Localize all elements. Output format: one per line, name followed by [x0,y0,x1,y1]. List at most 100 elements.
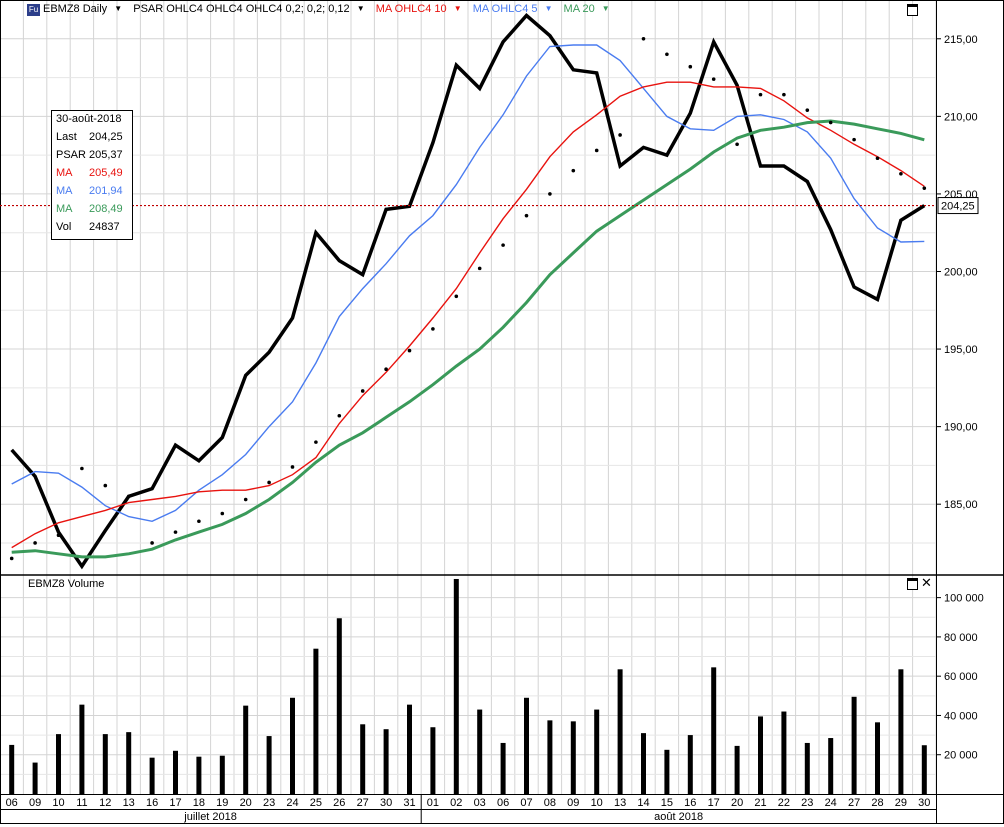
maximize-volume-pane-icon[interactable] [907,578,918,590]
volume-pane-title: EBMZ8 Volume [28,578,105,590]
psar-dot [828,120,833,125]
psar-dot [33,541,37,545]
x-tick-label: 18 [193,797,205,809]
psar-dot [758,92,763,97]
info-row: MA 201,94 [56,185,123,197]
x-tick-label: 17 [169,797,181,809]
volume-tick-label: 100 000 [944,593,984,605]
x-tick-label: 08 [544,797,556,809]
x-tick-label: 03 [474,797,486,809]
volume-bar [9,744,15,794]
volume-bar [56,734,61,794]
x-tick-label: 28 [871,797,883,809]
psar-dot [852,137,856,142]
psar-dot [407,348,412,353]
info-row: Vol 24837 [56,221,120,233]
ma5-series-line [11,44,925,523]
psar-legend[interactable]: PSAR OHLC4 OHLC4 OHLC4 0,2; 0,2; 0,12 ▼ [133,3,365,15]
volume-bar [547,720,553,794]
psar-dot [337,413,342,418]
psar-dot [454,294,459,299]
data-window: 30-août-2018 Last 204,25 PSAR 205,37 MA 205… [51,110,133,240]
volume-bar [336,618,342,794]
ma10-series-line [11,81,925,549]
x-tick-label: 01 [427,797,439,809]
psar-dot [290,465,295,469]
volume-bar [570,721,576,794]
month-label: juillet 2018 [183,811,237,823]
info-row: PSAR 205,37 [56,149,123,161]
x-tick-label: 06 [497,797,509,809]
volume-bar [477,709,483,794]
psar-dot [875,156,880,161]
volume-bar [758,716,763,794]
volume-bar [383,729,389,794]
x-tick-label: 26 [333,797,345,809]
psar-dot [56,533,61,538]
x-tick-label: 15 [661,797,673,809]
x-tick-label: 22 [778,797,790,809]
volume-tick-label: 60 000 [944,671,978,683]
psar-dot [314,440,318,444]
volume-bar [711,667,717,794]
y-tick-label: 190,00 [944,422,978,434]
close-volume-pane-icon[interactable]: ✕ [921,575,932,590]
x-tick-label: 29 [895,797,907,809]
dropdown-icon[interactable]: ▼ [544,4,553,13]
psar-dot [173,530,178,534]
volume-bar [687,735,693,794]
volume-bar [407,704,412,794]
x-tick-label: 31 [403,797,415,809]
dropdown-icon[interactable]: ▼ [356,4,365,13]
price-series-line [10,13,926,570]
volume-bar [126,732,132,794]
x-tick-label: 23 [801,797,813,809]
symbol-label[interactable]: EBMZ8 Daily ▼ [43,3,123,15]
x-tick-label: 10 [52,797,64,809]
volume-bar [898,669,904,794]
x-tick-label: 09 [29,797,41,809]
dropdown-icon[interactable]: ▼ [453,4,462,13]
psar-dot [126,494,131,499]
info-row: MA 208,49 [56,203,123,215]
x-tick-label: 25 [310,797,322,809]
x-tick-label: 19 [216,797,228,809]
volume-bar [664,749,670,794]
dropdown-icon[interactable]: ▼ [601,4,610,13]
ma20-legend[interactable]: MA 20 ▼ [563,3,610,15]
psar-dot [548,192,552,196]
info-date: 30-août-2018 [56,113,122,125]
volume-bar [149,757,155,794]
psar-dot [571,168,576,173]
volume-bar [173,750,178,794]
ma5-legend[interactable]: MA OHLC4 5 ▼ [472,3,553,15]
maximize-price-pane-icon[interactable] [907,4,918,16]
psar-dot [220,511,225,516]
x-tick-label: 23 [263,797,275,809]
ma10-legend[interactable]: MA OHLC4 10 ▼ [375,3,462,15]
volume-bar [79,704,85,794]
psar-dot [9,556,14,561]
info-row: Last 204,25 [56,131,123,143]
y-tick-label: 200,00 [944,266,978,278]
dropdown-icon[interactable]: ▼ [114,4,123,13]
psar-dot [711,77,716,81]
psar-dot [782,92,786,97]
volume-bar [313,648,319,794]
y-tick-label: 195,00 [944,344,978,356]
x-tick-label: 12 [99,797,111,809]
volume-tick-label: 20 000 [944,750,978,762]
x-tick-label: 20 [731,797,743,809]
instrument-badge[interactable]: Fu [27,4,40,16]
volume-bar [219,755,225,794]
volume-tick-label: 40 000 [944,710,978,722]
psar-dot [665,52,669,57]
volume-bar [804,742,810,794]
volume-bar [243,705,249,794]
x-tick-label: 27 [848,797,860,809]
month-label: août 2018 [654,811,703,823]
volume-bar [617,669,623,794]
volume-bar [266,736,272,794]
volume-bar [734,745,740,794]
